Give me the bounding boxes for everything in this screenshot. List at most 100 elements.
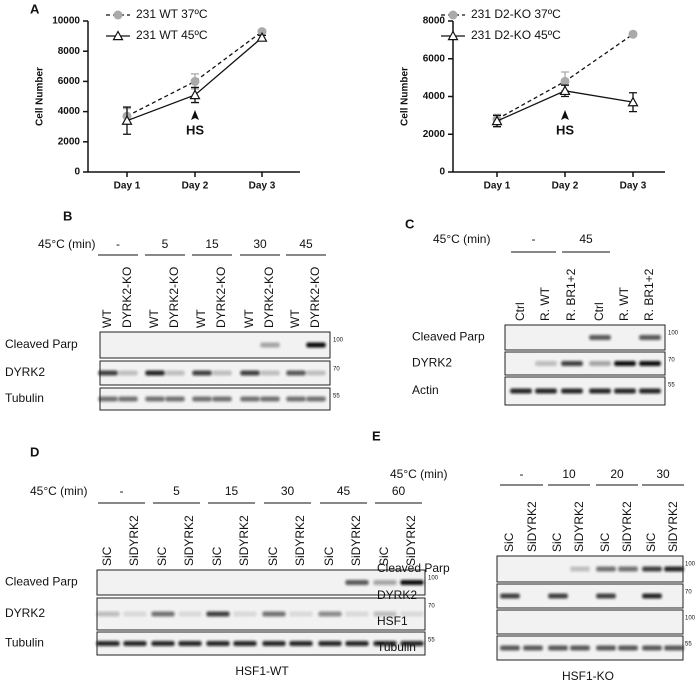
band <box>165 396 185 402</box>
mw-marker: 70 <box>333 367 340 373</box>
band <box>400 580 424 585</box>
band <box>345 641 369 646</box>
group-label: 10 <box>562 467 576 481</box>
mw-marker: 55 <box>685 642 692 648</box>
legend-marker <box>447 30 459 41</box>
lane-label: WT <box>194 309 208 328</box>
y-tick-label: 0 <box>74 167 80 178</box>
group-label: - <box>532 232 536 246</box>
group-label: - <box>520 467 524 481</box>
group-label: 5 <box>173 484 180 498</box>
group-label: 30 <box>281 484 295 498</box>
y-tick-label: 2000 <box>58 136 81 147</box>
y-tick-label: 4000 <box>58 106 81 117</box>
y-tick-label: 8000 <box>423 16 446 27</box>
band <box>589 388 611 394</box>
band <box>233 611 257 617</box>
y-axis-label: Cell Number <box>35 67 46 126</box>
band <box>523 645 543 651</box>
group-label: 5 <box>162 237 169 251</box>
x-tick-label: Day 2 <box>182 181 209 192</box>
data-point <box>190 76 200 86</box>
lane-label: R. BR1+2 <box>642 268 656 321</box>
y-tick-label: 10000 <box>52 16 80 27</box>
group-label: 15 <box>225 484 239 498</box>
lane-label: SiC <box>598 532 612 552</box>
band <box>306 370 326 376</box>
lane-label: SiC <box>377 546 391 566</box>
band <box>96 641 120 646</box>
row-label: Cleaved Parp <box>5 337 78 351</box>
x-tick-label: Day 3 <box>620 181 647 192</box>
mw-marker: 100 <box>428 576 439 582</box>
band <box>535 361 557 366</box>
group-label: 20 <box>610 467 624 481</box>
lane-label: SiC <box>322 546 336 566</box>
band <box>618 566 638 572</box>
band <box>535 388 557 394</box>
band <box>260 342 280 348</box>
band <box>500 593 520 599</box>
lane-label: R. WT <box>617 286 631 321</box>
lane-label: SiC <box>550 532 564 552</box>
lane-label: DYRK2-KO <box>308 267 322 328</box>
blot-strip <box>496 583 684 609</box>
band <box>240 396 260 402</box>
lane-label: SiDYRK2 <box>666 501 680 552</box>
data-point <box>256 31 268 42</box>
caption: HSF1-KO <box>562 669 614 683</box>
blot-strip <box>504 324 666 351</box>
band <box>596 566 616 572</box>
row-label: HSF1 <box>377 614 408 628</box>
lane-label: SiC <box>155 546 169 566</box>
band <box>262 611 286 617</box>
data-point <box>560 76 570 86</box>
band <box>400 641 424 646</box>
band <box>596 593 616 599</box>
mw-marker: 70 <box>428 604 435 610</box>
band <box>345 580 369 585</box>
blot-strip <box>496 609 684 635</box>
legend-label: 231 WT 45ºC <box>136 28 208 42</box>
lane-label: SiDYRK2 <box>127 515 141 566</box>
band <box>262 641 286 646</box>
band <box>570 566 590 572</box>
band <box>548 645 568 651</box>
row-label: DYRK2 <box>5 365 45 379</box>
mw-marker: 100 <box>685 562 696 568</box>
band <box>400 611 424 617</box>
blot-strip <box>504 351 666 376</box>
band <box>306 342 326 348</box>
annotation: HS <box>556 122 574 137</box>
group-label: 45 <box>299 237 313 251</box>
group-label: - <box>120 484 124 498</box>
band <box>151 611 175 617</box>
row-label: Tubulin <box>5 391 44 405</box>
legend-label: 231 WT 37ºC <box>136 7 208 21</box>
mw-marker: 100 <box>333 338 344 344</box>
band <box>345 611 369 617</box>
mw-marker: 70 <box>668 358 675 364</box>
group-label: 30 <box>253 237 267 251</box>
band <box>178 611 202 617</box>
lane-label: DYRK2-KO <box>214 267 228 328</box>
band <box>373 580 397 585</box>
band <box>618 645 638 651</box>
lane-label: SiDYRK2 <box>525 501 539 552</box>
lane-label: WT <box>242 309 256 328</box>
band <box>233 641 257 646</box>
band <box>548 593 568 599</box>
lane-label: SiC <box>100 546 114 566</box>
band <box>318 641 342 646</box>
band <box>510 388 532 394</box>
lane-label: DYRK2-KO <box>167 267 181 328</box>
data-point <box>121 114 133 125</box>
treatment-label: 45°C (min) <box>433 232 490 246</box>
row-label: Tubulin <box>377 640 416 654</box>
row-label: Cleaved Parp <box>5 575 78 589</box>
lane-label: SiDYRK2 <box>404 515 418 566</box>
y-tick-label: 2000 <box>423 129 446 140</box>
band <box>286 396 306 402</box>
annotation: HS <box>186 122 204 137</box>
lane-label: R. BR1+2 <box>564 268 578 321</box>
